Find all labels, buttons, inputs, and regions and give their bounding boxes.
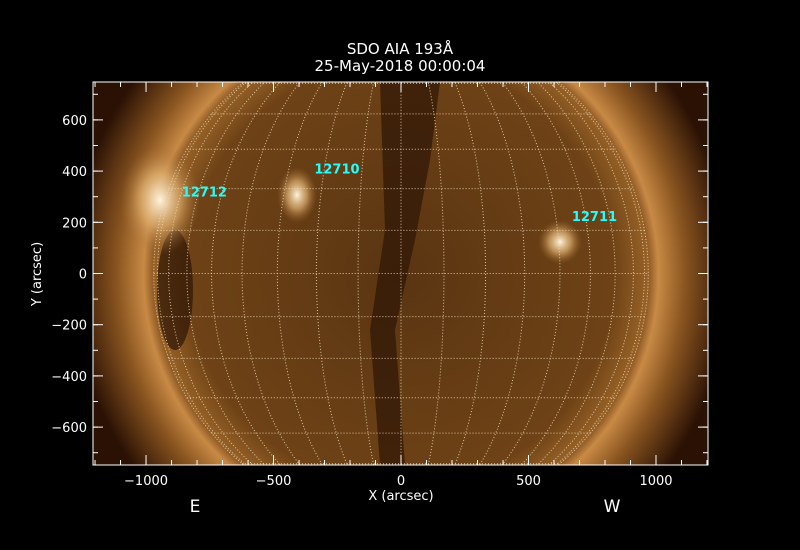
y-tick-label: −600 — [51, 421, 87, 436]
x-axis-label: X (arcsec) — [368, 489, 433, 504]
longitude-line — [427, 82, 445, 465]
active-region-glow — [120, 145, 200, 255]
active-region-label: 12710 — [314, 163, 359, 178]
x-tick-label: 0 — [397, 474, 405, 489]
x-tick-label: −1000 — [124, 474, 168, 489]
coronal-hole — [370, 82, 440, 465]
plot-title: SDO AIA 193Å — [346, 40, 454, 58]
y-tick-label: 400 — [62, 165, 87, 180]
active-region-label: 12712 — [182, 186, 227, 201]
west-limb-label: W — [604, 497, 621, 517]
active-region-label: 12711 — [572, 210, 617, 225]
longitude-line — [186, 82, 266, 465]
y-axis-label: Y (arcsec) — [30, 242, 45, 307]
x-tick-label: 1000 — [639, 474, 672, 489]
active-region-glow — [538, 220, 582, 264]
longitude-line — [210, 82, 282, 465]
active-region-glow — [277, 167, 317, 223]
y-tick-label: 0 — [79, 268, 87, 283]
longitude-line — [536, 82, 616, 465]
x-tick-label: −500 — [256, 474, 292, 489]
east-limb-label: E — [190, 497, 201, 517]
y-tick-label: 200 — [62, 216, 87, 231]
longitude-line — [357, 82, 375, 465]
plot-subtitle: 25-May-2018 00:00:04 — [314, 57, 486, 75]
y-tick-label: −400 — [51, 370, 87, 385]
longitude-line — [520, 82, 592, 465]
y-tick-label: −200 — [51, 319, 87, 334]
x-tick-label: 500 — [516, 474, 541, 489]
y-tick-label: 600 — [62, 114, 87, 129]
coronal-hole-east — [157, 230, 193, 350]
longitude-line — [276, 82, 323, 465]
longitude-line — [479, 82, 526, 465]
